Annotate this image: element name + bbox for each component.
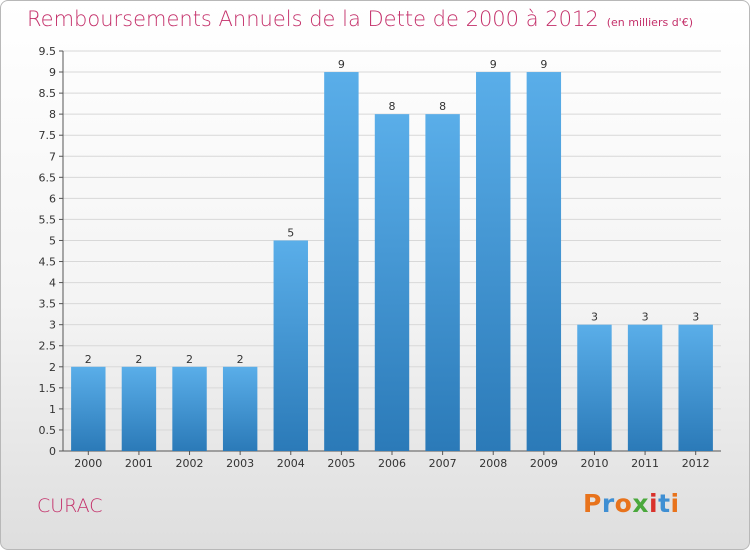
x-tick-label: 2010	[580, 457, 608, 470]
data-label: 3	[642, 311, 649, 324]
labels: 0 0.5 1 1.5 2 2.5 3 3.5 4 4.5 5 5.5 6 6.5 7 7.5 8 8.5 9 9.5…	[39, 45, 710, 470]
commune-name: CURAC	[37, 495, 103, 517]
bar	[324, 72, 359, 451]
x-tick-label: 2000	[74, 457, 102, 470]
data-label: 9	[540, 58, 547, 71]
bar	[526, 72, 562, 451]
x-tick-label: 2004	[277, 457, 305, 470]
logo-letter: x	[632, 489, 649, 518]
y-tick-label: 7.5	[39, 129, 57, 142]
bar	[121, 366, 157, 451]
data-label: 9	[490, 58, 497, 71]
y-tick-label: 6.5	[39, 171, 57, 184]
y-tick-label: 2	[49, 361, 56, 374]
y-tick-label: 7	[49, 150, 56, 163]
data-label: 9	[338, 58, 345, 71]
bar	[222, 366, 258, 451]
chart-title: Remboursements Annuels de la Dette de 20…	[27, 7, 693, 31]
y-tick-label: 9	[49, 66, 56, 79]
logo-letter: r	[601, 489, 615, 518]
x-tick-label: 2006	[378, 457, 406, 470]
bar	[627, 324, 663, 451]
x-tick-label: 2005	[327, 457, 355, 470]
y-tick-label: 5	[49, 234, 56, 247]
logo-letter: o	[614, 489, 633, 518]
y-tick-label: 0.5	[39, 424, 57, 437]
data-label: 8	[439, 100, 446, 113]
bar	[577, 324, 612, 451]
y-tick-label: 3.5	[39, 298, 57, 311]
proxiti-logo[interactable]: Proxiti	[583, 489, 680, 518]
y-tick-label: 2.5	[39, 340, 57, 353]
bar	[678, 324, 713, 451]
x-tick-label: 2011	[631, 457, 659, 470]
bar	[425, 114, 460, 451]
chart-unit-text: (en milliers d'€)	[606, 16, 693, 29]
y-tick-label: 4.5	[39, 256, 57, 269]
y-tick-label: 4	[49, 277, 56, 290]
y-tick-label: 6	[49, 192, 56, 205]
y-tick-label: 1.5	[39, 382, 57, 395]
y-tick-label: 1	[49, 403, 56, 416]
x-tick-label: 2012	[682, 457, 710, 470]
data-label: 2	[186, 353, 193, 366]
bar	[71, 366, 106, 451]
y-tick-label: 8	[49, 108, 56, 121]
x-tick-label: 2003	[226, 457, 254, 470]
logo-letter: i	[649, 489, 659, 518]
x-tick-label: 2008	[479, 457, 507, 470]
bars	[71, 72, 713, 451]
data-label: 2	[135, 353, 142, 366]
bar	[476, 72, 511, 451]
data-label: 5	[287, 226, 294, 239]
x-tick-label: 2009	[530, 457, 558, 470]
data-label: 2	[85, 353, 92, 366]
logo-letter: i	[670, 489, 680, 518]
logo-letter: t	[658, 489, 671, 518]
bar	[172, 366, 207, 451]
y-tick-label: 8.5	[39, 87, 57, 100]
y-tick-label: 3	[49, 319, 56, 332]
y-tick-label: 5.5	[39, 213, 57, 226]
x-tick-label: 2007	[429, 457, 457, 470]
data-label: 2	[237, 353, 244, 366]
chart-title-text: Remboursements Annuels de la Dette de 20…	[27, 7, 599, 31]
logo-letter: P	[583, 489, 602, 518]
data-label: 3	[591, 311, 598, 324]
y-tick-label: 0	[49, 445, 56, 458]
bar	[273, 240, 308, 451]
y-tick-label: 9.5	[39, 45, 57, 58]
data-label: 8	[389, 100, 396, 113]
bar	[374, 114, 410, 451]
x-tick-label: 2001	[125, 457, 153, 470]
x-tick-label: 2002	[176, 457, 204, 470]
data-label: 3	[692, 311, 699, 324]
